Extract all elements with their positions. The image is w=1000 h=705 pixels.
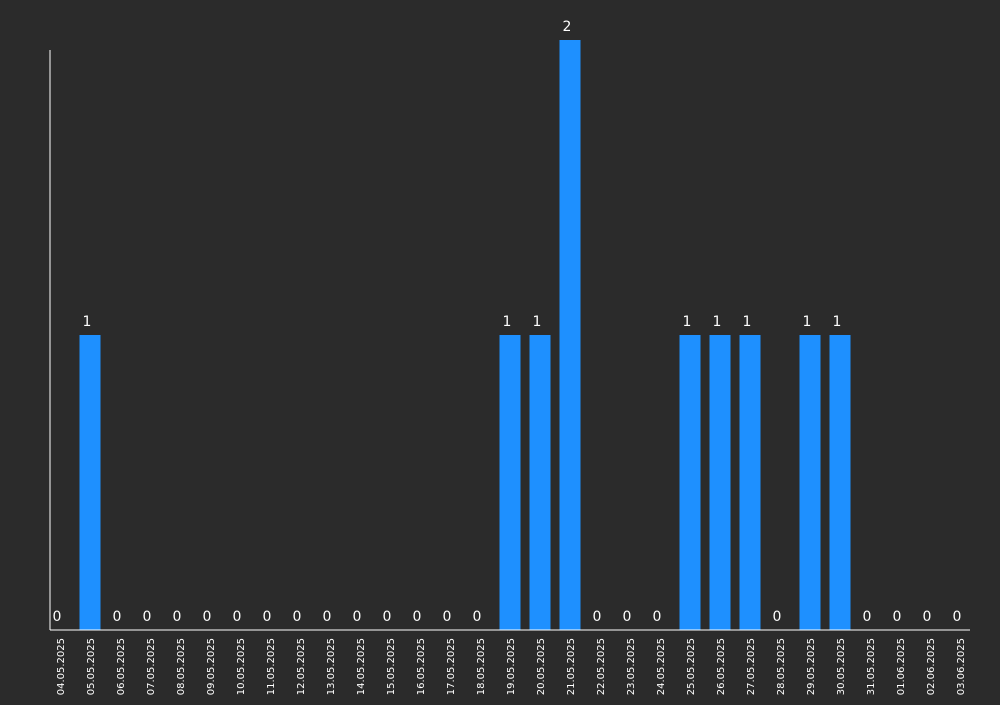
value-label-26.05.2025: 1 (713, 314, 722, 330)
x-tick-label-10.05.2025: 10.05.2025 (236, 638, 247, 695)
value-label-19.05.2025: 1 (503, 314, 512, 330)
value-label-10.05.2025: 0 (233, 609, 242, 625)
value-label-31.05.2025: 0 (863, 609, 872, 625)
value-label-18.05.2025: 0 (473, 609, 482, 625)
bar-29.05.2025 (799, 335, 821, 630)
x-tick-label-18.05.2025: 18.05.2025 (476, 638, 487, 695)
bar-25.05.2025 (679, 335, 701, 630)
x-tick-label-16.05.2025: 16.05.2025 (416, 638, 427, 695)
value-labels-layer: 0 1 0 0 0 0 0 0 0 0 0 0 0 0 0 1 1 2 0 0 0 1 1 1 0 1 1 0 0 0 0 (53, 19, 962, 625)
value-label-08.05.2025: 0 (173, 609, 182, 625)
value-label-15.05.2025: 0 (383, 609, 392, 625)
value-label-30.05.2025: 1 (833, 314, 842, 330)
value-label-04.05.2025: 0 (53, 609, 62, 625)
x-tick-label-27.05.2025: 27.05.2025 (746, 638, 757, 695)
x-tick-label-17.05.2025: 17.05.2025 (446, 638, 457, 695)
x-tick-label-28.05.2025: 28.05.2025 (776, 638, 787, 695)
value-label-03.06.2025: 0 (953, 609, 962, 625)
x-tick-label-09.05.2025: 09.05.2025 (206, 638, 217, 695)
value-label-23.05.2025: 0 (623, 609, 632, 625)
x-tick-label-25.05.2025: 25.05.2025 (686, 638, 697, 695)
x-tick-label-30.05.2025: 30.05.2025 (836, 638, 847, 695)
value-label-25.05.2025: 1 (683, 314, 692, 330)
value-label-02.06.2025: 0 (923, 609, 932, 625)
x-tick-label-24.05.2025: 24.05.2025 (656, 638, 667, 695)
x-tick-labels-layer: 04.05.2025 05.05.2025 06.05.2025 07.05.2025… (56, 638, 967, 695)
x-tick-label-08.05.2025: 08.05.2025 (176, 638, 187, 695)
value-label-29.05.2025: 1 (803, 314, 812, 330)
bar-30.05.2025 (829, 335, 851, 630)
value-label-12.05.2025: 0 (293, 609, 302, 625)
bar-27.05.2025 (739, 335, 761, 630)
value-label-20.05.2025: 1 (533, 314, 542, 330)
value-label-11.05.2025: 0 (263, 609, 272, 625)
bar-19.05.2025 (499, 335, 521, 630)
x-tick-label-06.05.2025: 06.05.2025 (116, 638, 127, 695)
bar-26.05.2025 (709, 335, 731, 630)
value-label-13.05.2025: 0 (323, 609, 332, 625)
x-tick-label-03.06.2025: 03.06.2025 (956, 638, 967, 695)
x-tick-label-12.05.2025: 12.05.2025 (296, 638, 307, 695)
bar-05.05.2025 (79, 335, 101, 630)
x-tick-label-31.05.2025: 31.05.2025 (866, 638, 877, 695)
value-label-22.05.2025: 0 (593, 609, 602, 625)
value-label-21.05.2025: 2 (563, 19, 572, 35)
x-tick-label-19.05.2025: 19.05.2025 (506, 638, 517, 695)
x-tick-label-23.05.2025: 23.05.2025 (626, 638, 637, 695)
value-label-28.05.2025: 0 (773, 609, 782, 625)
x-tick-label-21.05.2025: 21.05.2025 (566, 638, 577, 695)
bar-20.05.2025 (529, 335, 551, 630)
bars-layer (79, 40, 851, 630)
x-tick-label-05.05.2025: 05.05.2025 (86, 638, 97, 695)
value-label-06.05.2025: 0 (113, 609, 122, 625)
bar-21.05.2025 (559, 40, 581, 630)
x-tick-label-11.05.2025: 11.05.2025 (266, 638, 277, 695)
value-label-07.05.2025: 0 (143, 609, 152, 625)
x-tick-label-01.06.2025: 01.06.2025 (896, 638, 907, 695)
value-label-16.05.2025: 0 (413, 609, 422, 625)
value-label-27.05.2025: 1 (743, 314, 752, 330)
value-label-24.05.2025: 0 (653, 609, 662, 625)
x-tick-label-13.05.2025: 13.05.2025 (326, 638, 337, 695)
value-label-14.05.2025: 0 (353, 609, 362, 625)
x-tick-label-20.05.2025: 20.05.2025 (536, 638, 547, 695)
x-tick-label-14.05.2025: 14.05.2025 (356, 638, 367, 695)
axes-layer (49, 50, 970, 631)
x-tick-label-29.05.2025: 29.05.2025 (806, 638, 817, 695)
x-tick-label-07.05.2025: 07.05.2025 (146, 638, 157, 695)
x-tick-label-15.05.2025: 15.05.2025 (386, 638, 397, 695)
x-tick-label-02.06.2025: 02.06.2025 (926, 638, 937, 695)
value-label-09.05.2025: 0 (203, 609, 212, 625)
value-label-01.06.2025: 0 (893, 609, 902, 625)
value-label-05.05.2025: 1 (83, 314, 92, 330)
x-tick-label-22.05.2025: 22.05.2025 (596, 638, 607, 695)
x-tick-label-04.05.2025: 04.05.2025 (56, 638, 67, 695)
value-label-17.05.2025: 0 (443, 609, 452, 625)
x-tick-label-26.05.2025: 26.05.2025 (716, 638, 727, 695)
